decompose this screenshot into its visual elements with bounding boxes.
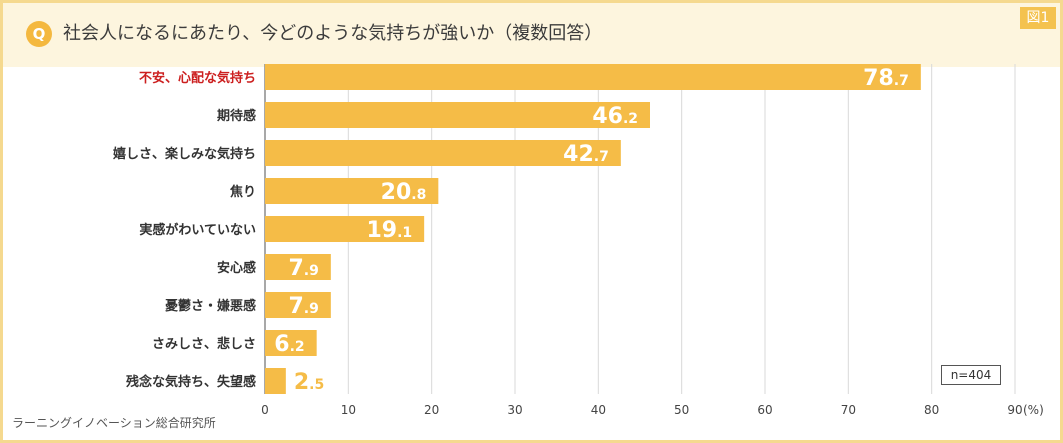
bar: [265, 368, 286, 394]
bar: [265, 330, 317, 356]
value-label: 7.9: [288, 256, 318, 281]
x-tick-label: 60: [757, 403, 772, 417]
x-tick-label: 80: [924, 403, 939, 417]
value-label: 2.5: [294, 370, 324, 395]
category-label: 憂鬱さ・嫌悪感: [165, 298, 256, 314]
source-credit: ラーニングイノベーション総合研究所: [12, 416, 216, 430]
category-label: 嬉しさ、楽しみな気持ち: [113, 146, 256, 162]
question-title: 社会人になるにあたり、今どのような気持ちが強いか（複数回答）: [63, 23, 603, 44]
value-label: 78.7: [863, 66, 909, 91]
category-label: 実感がわいていない: [139, 222, 256, 238]
x-axis-unit: (%): [1023, 403, 1044, 417]
x-tick-label: 30: [507, 403, 522, 417]
category-label: 焦り: [229, 184, 256, 200]
x-tick-label: 40: [591, 403, 606, 417]
bar: [265, 254, 331, 280]
question-badge: Q: [26, 21, 52, 47]
bar: [265, 216, 425, 242]
value-label: 42.7: [563, 142, 609, 167]
category-label: 不安、心配な気持ち: [139, 70, 256, 86]
x-tick-label: 50: [674, 403, 689, 417]
value-label: 46.2: [592, 104, 638, 129]
chart-header: Q 社会人になるにあたり、今どのような気持ちが強いか（複数回答） 図1: [3, 3, 1060, 67]
category-label: 期待感: [217, 108, 256, 124]
bar: [265, 102, 650, 128]
x-tick-label: 0: [261, 403, 269, 417]
x-tick-label: 70: [841, 403, 856, 417]
bar: [265, 64, 921, 90]
bar: [265, 140, 621, 166]
x-tick-label: 90: [1007, 403, 1022, 417]
x-tick-label: 20: [424, 403, 439, 417]
bar: [265, 292, 331, 318]
category-label: さみしさ、悲しさ: [152, 336, 256, 352]
bar: [265, 178, 439, 204]
value-label: 6.2: [274, 332, 304, 357]
value-label: 20.8: [381, 180, 427, 205]
value-label: 19.1: [366, 218, 412, 243]
category-label: 安心感: [217, 260, 256, 276]
category-label: 残念な気持ち、失望感: [126, 374, 256, 390]
x-tick-label: 10: [341, 403, 356, 417]
figure-label: 図1: [1020, 7, 1056, 29]
value-label: 7.9: [288, 294, 318, 319]
sample-size-box: n=404: [941, 365, 1001, 385]
